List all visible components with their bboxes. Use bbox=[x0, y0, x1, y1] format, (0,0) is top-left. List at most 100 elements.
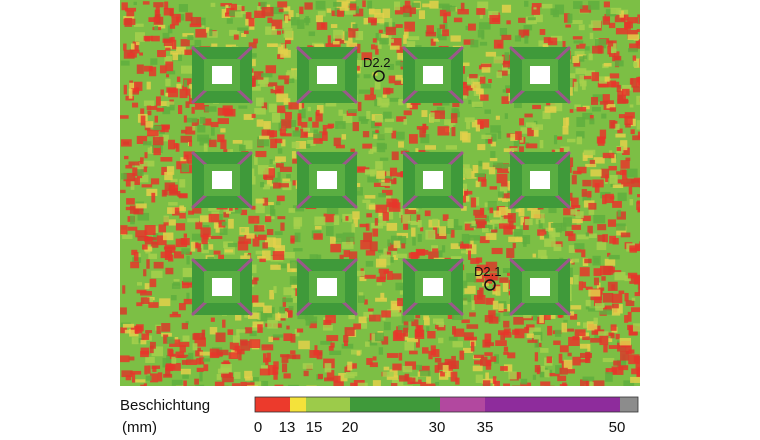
texture bbox=[137, 235, 149, 241]
texture bbox=[607, 40, 614, 47]
texture bbox=[550, 222, 562, 228]
texture bbox=[185, 320, 189, 325]
texture bbox=[395, 253, 407, 258]
texture bbox=[585, 70, 596, 79]
texture bbox=[447, 360, 459, 370]
texture bbox=[355, 31, 364, 41]
texture bbox=[588, 53, 593, 61]
texture bbox=[518, 17, 526, 23]
texture bbox=[351, 363, 357, 369]
texture bbox=[306, 385, 317, 386]
texture bbox=[193, 242, 199, 249]
texture bbox=[361, 52, 373, 61]
texture bbox=[201, 235, 208, 245]
texture bbox=[135, 42, 140, 46]
texture bbox=[624, 292, 629, 302]
texture bbox=[532, 104, 541, 110]
texture bbox=[275, 163, 284, 168]
texture bbox=[362, 143, 373, 149]
texture bbox=[151, 270, 163, 278]
texture bbox=[135, 203, 147, 209]
texture bbox=[582, 55, 587, 60]
texture bbox=[342, 241, 354, 249]
texture bbox=[531, 124, 543, 130]
texture bbox=[315, 111, 323, 122]
texture bbox=[634, 276, 640, 285]
texture bbox=[244, 370, 253, 379]
texture bbox=[524, 326, 529, 334]
texture bbox=[147, 129, 159, 137]
texture bbox=[281, 363, 288, 373]
texture bbox=[207, 31, 218, 38]
texture bbox=[443, 13, 447, 23]
texture bbox=[172, 207, 180, 216]
texture bbox=[501, 4, 512, 13]
texture bbox=[595, 306, 604, 311]
texture bbox=[450, 113, 458, 124]
texture bbox=[359, 276, 367, 282]
texture bbox=[253, 71, 264, 80]
texture bbox=[391, 383, 398, 386]
texture bbox=[603, 344, 608, 353]
texture bbox=[395, 282, 405, 291]
texture bbox=[343, 340, 348, 347]
texture bbox=[624, 275, 631, 282]
texture bbox=[626, 168, 638, 178]
texture bbox=[369, 8, 375, 15]
texture bbox=[182, 335, 190, 342]
texture bbox=[579, 359, 589, 363]
texture bbox=[471, 300, 475, 310]
texture bbox=[575, 68, 587, 75]
texture bbox=[404, 341, 414, 351]
texture bbox=[617, 209, 621, 217]
texture bbox=[582, 105, 590, 110]
texture bbox=[479, 207, 485, 215]
texture bbox=[229, 29, 240, 36]
texture bbox=[214, 381, 225, 386]
texture bbox=[162, 106, 171, 115]
texture bbox=[147, 147, 152, 154]
texture bbox=[450, 256, 462, 261]
texture bbox=[289, 260, 298, 269]
texture bbox=[270, 264, 281, 270]
texture bbox=[201, 247, 209, 254]
texture bbox=[540, 314, 551, 320]
texture bbox=[539, 29, 546, 35]
texture bbox=[489, 157, 498, 162]
texture bbox=[609, 235, 617, 244]
texture bbox=[475, 180, 480, 188]
texture bbox=[491, 219, 502, 224]
texture bbox=[256, 311, 268, 322]
texture bbox=[398, 375, 408, 382]
texture bbox=[396, 116, 407, 122]
texture bbox=[463, 190, 473, 195]
texture bbox=[467, 250, 471, 260]
texture bbox=[602, 234, 608, 243]
texture bbox=[512, 242, 516, 249]
texture bbox=[493, 210, 501, 218]
texture bbox=[636, 29, 640, 33]
texture bbox=[585, 305, 590, 310]
texture bbox=[462, 167, 472, 178]
texture bbox=[466, 324, 479, 329]
texture bbox=[213, 250, 221, 255]
texture bbox=[250, 86, 261, 91]
texture bbox=[369, 314, 381, 322]
texture bbox=[636, 95, 640, 105]
texture bbox=[186, 359, 197, 366]
texture bbox=[341, 134, 347, 140]
texture bbox=[592, 255, 601, 266]
texture bbox=[485, 51, 497, 57]
texture bbox=[539, 367, 548, 378]
texture bbox=[628, 48, 638, 53]
texture bbox=[459, 294, 472, 303]
texture bbox=[358, 316, 367, 324]
texture bbox=[441, 245, 446, 253]
legend-swatch bbox=[620, 397, 638, 412]
texture bbox=[501, 34, 512, 41]
texture bbox=[195, 350, 203, 357]
texture bbox=[351, 223, 356, 234]
texture bbox=[540, 213, 545, 224]
texture bbox=[588, 289, 601, 297]
texture bbox=[481, 228, 489, 233]
